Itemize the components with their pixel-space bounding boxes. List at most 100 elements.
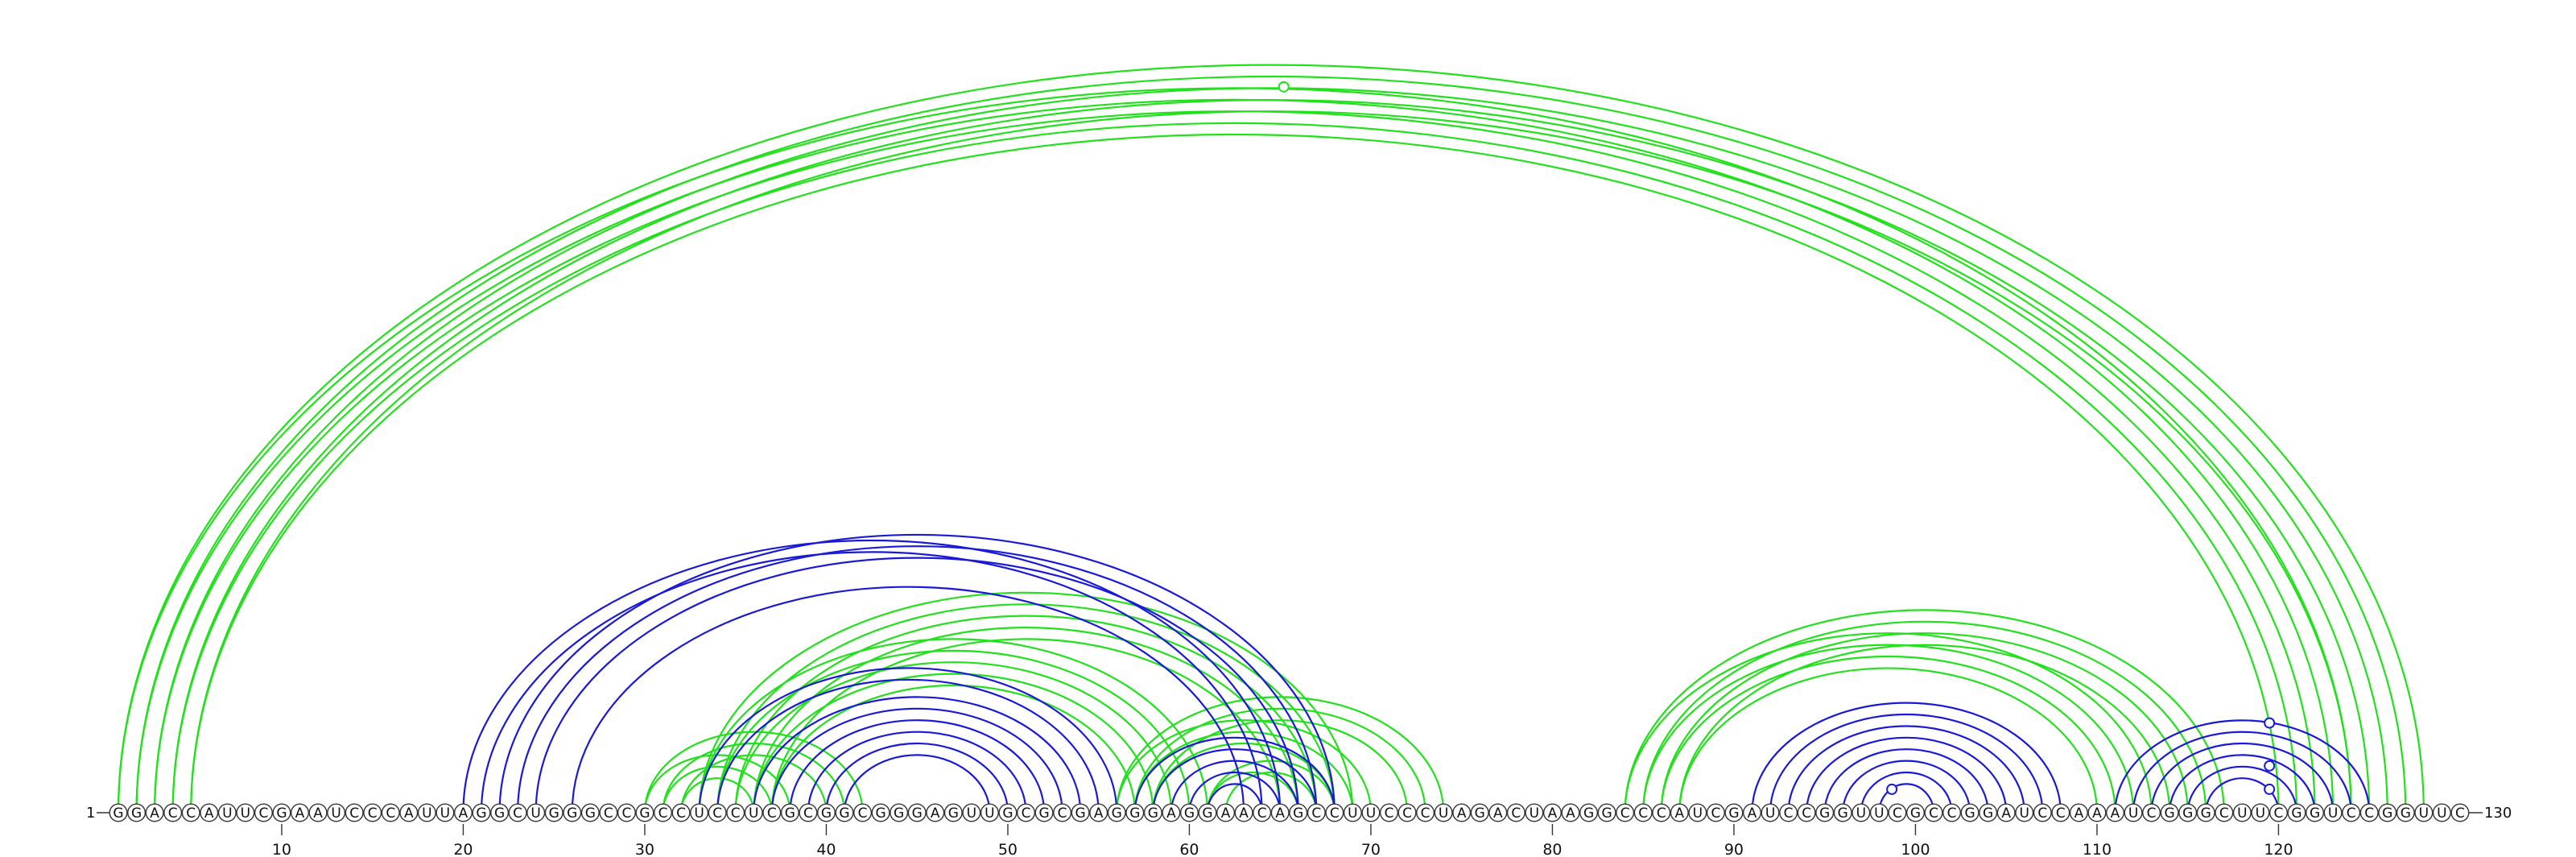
- blue-arc-23-67: [517, 545, 1318, 814]
- nucleotide-letter: G: [585, 805, 596, 822]
- blue-arc-34-55: [716, 678, 1100, 814]
- nucleotide-letter: C: [368, 805, 378, 822]
- nucleotide-circle: [2051, 803, 2070, 822]
- blue-arc-96-103: [1842, 760, 1971, 814]
- green-arc-35-59: [734, 661, 1172, 814]
- nucleotide-letter: G: [113, 805, 123, 822]
- nucleotide-circle: [1616, 803, 1635, 822]
- nucleotide-letter: G: [2165, 805, 2175, 822]
- nucleotide-circle: [109, 803, 128, 822]
- blue-arc-60-65: [1188, 771, 1282, 814]
- nucleotide-circle: [2033, 803, 2052, 822]
- nucleotide-circle: [998, 803, 1018, 822]
- nucleotide-circle: [2232, 803, 2252, 822]
- nucleotide-circle: [2251, 803, 2270, 822]
- sequence-backbone: 1 130: [86, 805, 2512, 822]
- nucleotide-letter: G: [1983, 805, 1993, 822]
- nucleotide-letter: U: [530, 805, 540, 822]
- nucleotide-letter: U: [2256, 805, 2265, 822]
- green-arc-85-112: [1642, 644, 2135, 814]
- green-arc-32-40: [679, 754, 828, 814]
- nucleotide-circle: [1198, 803, 1217, 822]
- nucleotide-letter: G: [1148, 805, 1158, 822]
- nucleotide-circle: [200, 803, 219, 822]
- green-marker-1: [1278, 81, 1290, 93]
- green-arc-56-70: [1116, 719, 1373, 814]
- nucleotide-letter: G: [131, 805, 142, 822]
- nucleotide-circle: [2342, 803, 2361, 822]
- nucleotide-letter: G: [1129, 805, 1140, 822]
- blue-arc-37-53: [770, 707, 1063, 814]
- nucleotide-letter: G: [1819, 805, 1830, 822]
- nucleotide-circle: [490, 803, 510, 822]
- nucleotide-circle: [1416, 803, 1435, 822]
- nucleotide-circle: [1960, 803, 1979, 822]
- blue-arc-39-51: [807, 731, 1027, 814]
- nucleotide-circle: [2306, 803, 2325, 822]
- nucleotide-letter: A: [204, 805, 214, 822]
- blue-arc-98-101: [1878, 783, 1935, 814]
- nucleotide-circle: [726, 803, 745, 822]
- blue-arc-58-67: [1152, 748, 1318, 814]
- blue-arc-91-108: [1751, 702, 2062, 814]
- nucleotide-circle: [417, 803, 436, 822]
- green-arc-37-57: [770, 684, 1136, 814]
- nucleotide-letter: G: [276, 805, 287, 822]
- nucleotide-letter: C: [621, 805, 631, 822]
- nucleotide-letter: U: [967, 805, 976, 822]
- nucleotide-circle: [544, 803, 564, 822]
- nucleotide-circle: [145, 803, 164, 822]
- nucleotide-letter: G: [876, 805, 886, 822]
- nucleotide-letter: C: [676, 805, 686, 822]
- nucleotide-letter: G: [1002, 805, 1013, 822]
- nucleotide-circle: [962, 803, 981, 822]
- sequence-end-label: 130: [2484, 805, 2512, 822]
- nucleotide-circle: [2196, 803, 2215, 822]
- blue-arc-92-107: [1769, 713, 2044, 814]
- nucleotide-letter: C: [604, 805, 613, 822]
- nucleotide-circle: [1579, 803, 1599, 822]
- green-arc-33-69: [698, 591, 1354, 814]
- blue-arc-41-49: [843, 754, 991, 814]
- nucleotide-circle: [2432, 803, 2451, 822]
- green-arc-35-67: [734, 615, 1318, 814]
- nucleotide-letter: G: [1728, 805, 1739, 822]
- green-arc-61-68: [1206, 760, 1335, 814]
- nucleotide-circle: [2323, 803, 2343, 822]
- nucleotide-letter: G: [821, 805, 832, 822]
- tick-label-90: 90: [1724, 841, 1744, 857]
- nucleotide-circle: [254, 803, 273, 822]
- nucleotide-letter: C: [1257, 805, 1267, 822]
- nucleotide-letter: C: [349, 805, 359, 822]
- nucleotide-circle: [1506, 803, 1525, 822]
- nucleotide-circle: [1361, 803, 1381, 822]
- nucleotide-letter: C: [712, 805, 722, 822]
- nucleotide-letter: A: [1748, 805, 1757, 822]
- nucleotide-letter: C: [258, 805, 268, 822]
- nucleotide-letter: C: [858, 805, 868, 822]
- nucleotide-letter: A: [2092, 805, 2102, 822]
- nucleotide-circle: [1343, 803, 1362, 822]
- nucleotide-circle: [926, 803, 945, 822]
- nucleotide-circle: [363, 803, 382, 822]
- nucleotide-letter: A: [2001, 805, 2011, 822]
- nucleotide-circle: [1162, 803, 1181, 822]
- nucleotide-circle: [2378, 803, 2397, 822]
- green-arc-84-113: [1624, 632, 2153, 814]
- nucleotide-letter: A: [2074, 805, 2084, 822]
- green-arc-36-58: [753, 673, 1154, 814]
- green-arc-3-126: [154, 87, 2388, 814]
- nucleotide-circle: [1542, 803, 1562, 822]
- nucleotide-circle: [472, 803, 491, 822]
- nucleotide-letter: C: [1385, 805, 1394, 822]
- green-arc-31-37: [662, 765, 773, 814]
- nucleotide-letter: A: [150, 805, 159, 822]
- tick-label-100: 100: [1901, 841, 1930, 857]
- nucleotide-circle: [453, 803, 473, 822]
- green-arc-32-36: [679, 777, 755, 814]
- blue-marker-2: [1886, 783, 1898, 795]
- green-arc-4-121: [173, 123, 2297, 813]
- markers-layer: [1278, 81, 2276, 795]
- nucleotide-letter: A: [1457, 805, 1467, 822]
